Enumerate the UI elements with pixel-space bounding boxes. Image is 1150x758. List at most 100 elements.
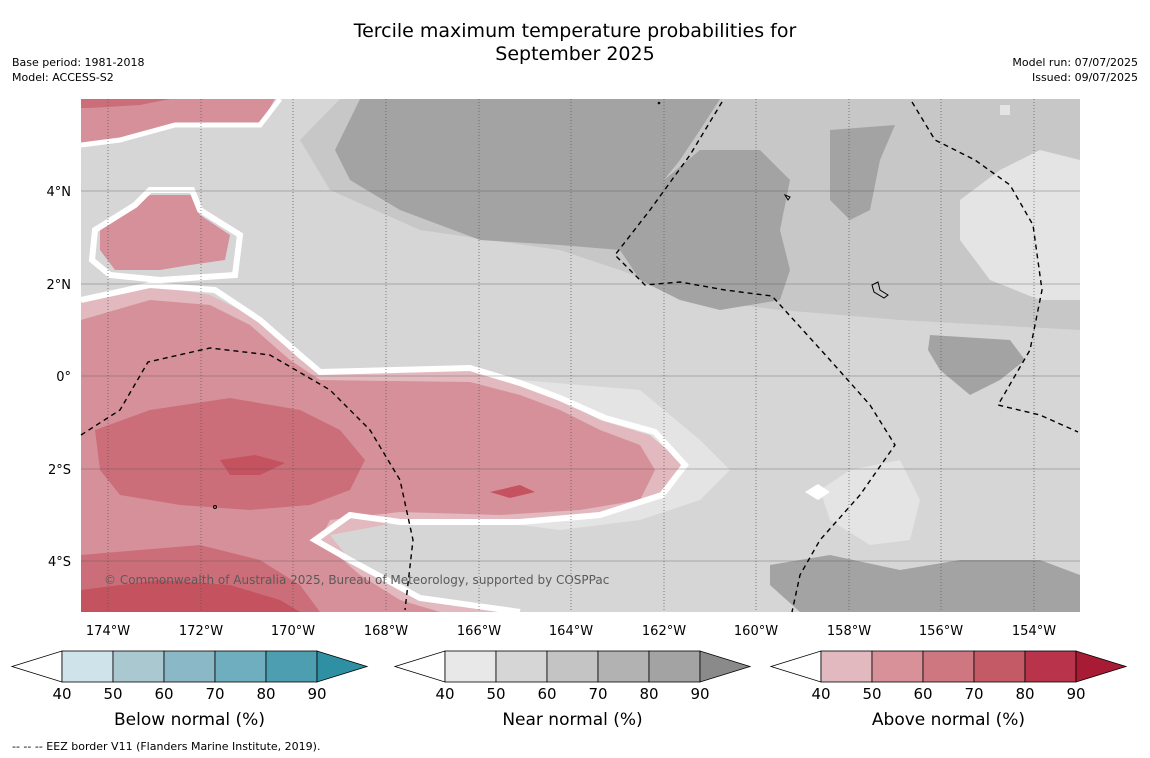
island-marker	[871, 281, 889, 299]
lat-label-2n: 2°N	[47, 278, 72, 293]
colorbar-tick-label: 50	[862, 685, 881, 703]
white-gap-patch	[805, 484, 830, 500]
lon-label-160w: 160°W	[734, 624, 778, 639]
island-marker	[657, 101, 661, 105]
lon-label-174w: 174°W	[86, 624, 130, 639]
above-normal-40-boundary-nw	[81, 99, 282, 148]
lon-label-170w: 170°W	[271, 624, 315, 639]
base-info: Base period: 1981-2018 Model: ACCESS-S2	[12, 55, 144, 85]
near-normal-light-patch-ne	[960, 150, 1080, 300]
colorbar-over-triangle	[699, 650, 752, 683]
colorbar-under-triangle	[10, 650, 63, 683]
near-normal-80-se	[770, 555, 1080, 612]
above-normal-50-region	[81, 300, 655, 612]
colorbar-segment	[61, 650, 114, 683]
above-normal-70-core	[220, 455, 285, 475]
colorbar-tick-label: 40	[435, 685, 454, 703]
islands	[213, 101, 889, 509]
colorbar-segment	[214, 650, 267, 683]
colorbar-tick-label: 90	[307, 685, 326, 703]
lon-label-162w: 162°W	[642, 624, 686, 639]
colorbar-tick-label: 70	[964, 685, 983, 703]
lat-label-2s: 2°S	[48, 463, 71, 478]
base-period-text: Base period: 1981-2018	[12, 56, 145, 69]
colorbar-title: Above normal (%)	[872, 710, 1025, 730]
colorbar-tick-label: 80	[256, 685, 275, 703]
lat-labels: 4°N 2°N 0° 2°S 4°S	[47, 185, 72, 570]
colorbar-segment	[444, 650, 497, 683]
issued-text: Issued: 09/07/2025	[1031, 71, 1138, 84]
eez-footnote: -- -- -- EEZ border V11 (Flanders Marine…	[12, 740, 321, 753]
lon-label-166w: 166°W	[457, 624, 501, 639]
colorbar-tick-label: 40	[811, 685, 830, 703]
above-normal-60-nw-strip	[81, 99, 170, 108]
map-title: Tercile maximum temperature probabilitie…	[0, 20, 1150, 66]
above-normal-40-boundary-island	[88, 187, 244, 284]
colorbar-segment	[265, 650, 318, 683]
colorbar-tick-label: 90	[690, 685, 709, 703]
colorbar-1: 40 50 60 70 80 90 Near normal (%)	[393, 650, 752, 730]
colorbar-segment	[871, 650, 924, 683]
island-marker	[213, 505, 217, 509]
near-normal-80-east	[928, 335, 1025, 395]
lon-labels: 174°W 172°W 170°W 168°W 166°W 164°W 162°…	[86, 624, 1056, 639]
colorbar-segment	[163, 650, 216, 683]
above-normal-50-nw-strip	[81, 99, 275, 145]
colorbar-2: 40 50 60 70 80 90 Above normal (%)	[769, 650, 1128, 730]
run-info: Model run: 07/07/2025 Issued: 09/07/2025	[1012, 55, 1138, 85]
colorbar-segment	[1024, 650, 1077, 683]
near-normal-80-central	[620, 150, 790, 310]
colorbar-under-triangle	[393, 650, 446, 683]
colorbar-segment	[922, 650, 975, 683]
colorbar-segment	[820, 650, 873, 683]
eez-border-central	[614, 101, 896, 613]
colorbar-title: Near normal (%)	[502, 710, 642, 730]
colorbar-tick-label: 70	[588, 685, 607, 703]
above-normal-70-south	[81, 580, 300, 612]
colorbar-segment	[495, 650, 548, 683]
colorbar-tick-label: 40	[52, 685, 71, 703]
copyright-text: © Commonwealth of Australia 2025, Bureau…	[104, 573, 609, 587]
lon-label-168w: 168°W	[364, 624, 408, 639]
colorbar-0: 40 50 60 70 80 90 Below normal (%)	[10, 650, 369, 730]
lon-label-164w: 164°W	[549, 624, 593, 639]
model-run-text: Model run: 07/07/2025	[1012, 56, 1138, 69]
eez-border-west	[80, 347, 414, 611]
eez-border-east	[911, 101, 1079, 433]
colorbar-legends: 40 50 60 70 80 90 Below normal (%) 40 50 60 70 80 90…	[10, 650, 1128, 730]
above-normal-70-patch	[490, 485, 535, 498]
above-normal-60-region	[95, 398, 365, 510]
colorbar-segment	[973, 650, 1026, 683]
lat-label-0: 0°	[56, 370, 71, 385]
near-normal-light-patch-east	[820, 460, 920, 545]
white-gap-top	[1000, 105, 1010, 115]
lat-label-4n: 4°N	[47, 185, 72, 200]
colorbar-tick-label: 60	[537, 685, 556, 703]
lon-label-156w: 156°W	[919, 624, 963, 639]
colorbar-tick-label: 80	[639, 685, 658, 703]
colorbar-tick-label: 50	[103, 685, 122, 703]
above-normal-50-island-region	[100, 195, 230, 270]
colorbar-under-triangle	[769, 650, 822, 683]
eez-borders	[80, 101, 1079, 613]
lon-label-154w: 154°W	[1012, 624, 1056, 639]
colorbar-tick-label: 90	[1066, 685, 1085, 703]
colorbar-segment	[112, 650, 165, 683]
colorbar-tick-label: 70	[205, 685, 224, 703]
island-marker	[783, 193, 791, 201]
lat-label-4s: 4°S	[48, 555, 71, 570]
lon-label-158w: 158°W	[827, 624, 871, 639]
colorbar-tick-label: 50	[486, 685, 505, 703]
colorbar-tick-label: 80	[1015, 685, 1034, 703]
lon-label-172w: 172°W	[179, 624, 223, 639]
near-normal-80-north	[335, 99, 720, 250]
colorbar-over-triangle	[316, 650, 369, 683]
colorbar-segment	[597, 650, 650, 683]
colorbar-tick-label: 60	[154, 685, 173, 703]
colorbar-tick-label: 60	[913, 685, 932, 703]
colorbar-segment	[546, 650, 599, 683]
above-normal-40-boundary-main	[81, 281, 689, 612]
colorbar-title: Below normal (%)	[114, 710, 265, 730]
colorbar-segment	[648, 650, 701, 683]
